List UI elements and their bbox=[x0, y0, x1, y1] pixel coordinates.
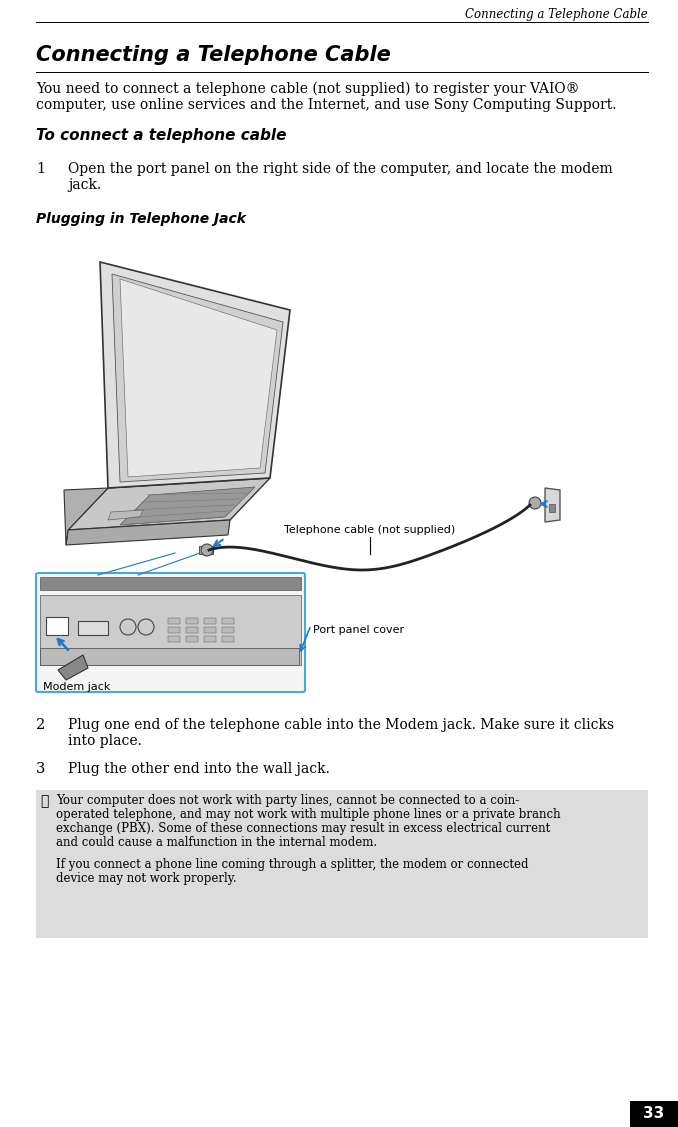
FancyBboxPatch shape bbox=[186, 636, 198, 642]
Text: exchange (PBX). Some of these connections may result in excess electrical curren: exchange (PBX). Some of these connection… bbox=[56, 822, 551, 835]
Text: Port panel cover: Port panel cover bbox=[313, 625, 404, 635]
Text: Open the port panel on the right side of the computer, and locate the modem: Open the port panel on the right side of… bbox=[68, 162, 613, 176]
Text: Telephone cable (not supplied): Telephone cable (not supplied) bbox=[284, 525, 456, 535]
Circle shape bbox=[201, 544, 213, 556]
Text: Connecting a Telephone Cable: Connecting a Telephone Cable bbox=[465, 8, 648, 21]
Polygon shape bbox=[66, 520, 230, 545]
Text: into place.: into place. bbox=[68, 734, 142, 748]
FancyBboxPatch shape bbox=[204, 618, 216, 624]
FancyBboxPatch shape bbox=[36, 573, 305, 692]
Polygon shape bbox=[64, 488, 108, 545]
Text: 1: 1 bbox=[36, 162, 45, 176]
Text: Your computer does not work with party lines, cannot be connected to a coin-: Your computer does not work with party l… bbox=[56, 795, 519, 807]
Circle shape bbox=[529, 497, 541, 509]
Text: Plug the other end into the wall jack.: Plug the other end into the wall jack. bbox=[68, 762, 330, 777]
FancyBboxPatch shape bbox=[204, 636, 216, 642]
Text: To connect a telephone cable: To connect a telephone cable bbox=[36, 128, 287, 143]
FancyBboxPatch shape bbox=[168, 636, 180, 642]
Polygon shape bbox=[58, 655, 88, 680]
Text: computer, use online services and the Internet, and use Sony Computing Support.: computer, use online services and the In… bbox=[36, 98, 616, 112]
FancyBboxPatch shape bbox=[40, 595, 301, 665]
Text: and could cause a malfunction in the internal modem.: and could cause a malfunction in the int… bbox=[56, 836, 377, 849]
Text: ✒: ✒ bbox=[40, 795, 48, 808]
FancyBboxPatch shape bbox=[204, 627, 216, 633]
FancyBboxPatch shape bbox=[46, 616, 68, 635]
FancyBboxPatch shape bbox=[549, 504, 555, 512]
Text: Connecting a Telephone Cable: Connecting a Telephone Cable bbox=[36, 45, 391, 65]
Text: device may not work properly.: device may not work properly. bbox=[56, 872, 237, 885]
FancyBboxPatch shape bbox=[186, 618, 198, 624]
FancyBboxPatch shape bbox=[40, 577, 301, 591]
FancyBboxPatch shape bbox=[36, 790, 648, 938]
FancyBboxPatch shape bbox=[222, 627, 234, 633]
FancyBboxPatch shape bbox=[222, 636, 234, 642]
Polygon shape bbox=[120, 279, 277, 477]
Polygon shape bbox=[112, 274, 283, 482]
Text: Plug one end of the telephone cable into the Modem jack. Make sure it clicks: Plug one end of the telephone cable into… bbox=[68, 718, 614, 733]
Polygon shape bbox=[100, 261, 290, 488]
Text: If you connect a phone line coming through a splitter, the modem or connected: If you connect a phone line coming throu… bbox=[56, 858, 528, 871]
FancyBboxPatch shape bbox=[630, 1101, 678, 1127]
Text: operated telephone, and may not work with multiple phone lines or a private bran: operated telephone, and may not work wit… bbox=[56, 808, 561, 820]
FancyBboxPatch shape bbox=[168, 627, 180, 633]
Text: You need to connect a telephone cable (not supplied) to register your VAIO®: You need to connect a telephone cable (n… bbox=[36, 82, 580, 97]
Polygon shape bbox=[68, 478, 270, 530]
FancyBboxPatch shape bbox=[186, 627, 198, 633]
Polygon shape bbox=[108, 511, 143, 520]
Polygon shape bbox=[545, 488, 560, 522]
FancyBboxPatch shape bbox=[78, 621, 108, 635]
Text: jack.: jack. bbox=[68, 178, 101, 192]
FancyBboxPatch shape bbox=[222, 618, 234, 624]
Circle shape bbox=[120, 619, 136, 635]
Text: 2: 2 bbox=[36, 718, 45, 733]
Text: Plugging in Telephone Jack: Plugging in Telephone Jack bbox=[36, 212, 246, 227]
Text: 33: 33 bbox=[643, 1107, 664, 1121]
Circle shape bbox=[138, 619, 154, 635]
Text: Modem jack: Modem jack bbox=[43, 682, 111, 692]
FancyBboxPatch shape bbox=[168, 618, 180, 624]
FancyBboxPatch shape bbox=[199, 545, 213, 554]
Text: 3: 3 bbox=[36, 762, 45, 777]
Polygon shape bbox=[120, 487, 255, 525]
Polygon shape bbox=[40, 648, 299, 665]
